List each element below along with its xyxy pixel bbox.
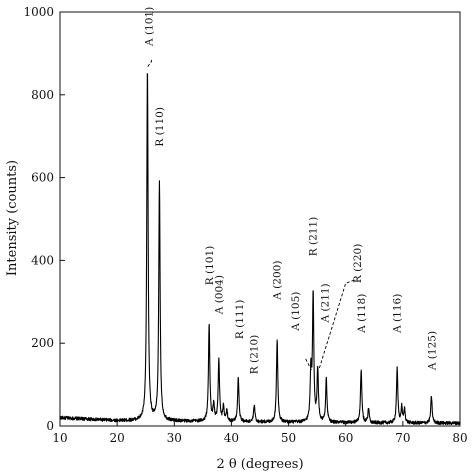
x-tick-label: 70 [395,431,410,445]
x-tick-label: 80 [452,431,467,445]
peak-label: R (111) [234,300,246,339]
x-tick-label: 60 [338,431,353,445]
x-tick-label: 10 [52,431,67,445]
plot-axes [59,11,461,427]
series-group [59,73,461,426]
x-axis-title: 2 θ (degrees) [216,457,303,472]
x-tick-label: 40 [224,431,239,445]
x-tick-label: 50 [281,431,296,445]
y-tick-label: 1000 [23,5,54,19]
peak-label: A (118) [356,294,368,334]
y-tick-label: 800 [31,88,54,102]
y-tick-label: 400 [31,253,54,267]
peak-label: R (110) [154,107,166,146]
x-tick-label: 20 [110,431,125,445]
peak-label: A (101) [144,7,156,47]
peak-label: A (200) [272,261,284,301]
series-line [59,73,461,426]
peak-label: A (125) [426,331,438,371]
peak-label: R (211) [308,217,320,256]
x-tick-label: 30 [167,431,182,445]
peak-label: A (211) [320,283,332,323]
y-tick-label: 600 [31,171,54,185]
peak-label: R (220) [352,244,364,283]
plot-frame [59,11,461,427]
peak-annotations: A (101)R (110)R (101)A (004)R (111)R (21… [144,7,439,374]
peak-label: A (116) [392,294,404,334]
annotation-leader [147,58,152,67]
peak-label: R (101) [204,246,216,285]
y-axis-title: Intensity (counts) [5,160,20,276]
y-tick-label: 0 [46,419,54,433]
peak-label: R (210) [249,335,261,374]
y-tick-label: 200 [31,336,54,350]
peak-label: A (105) [290,292,302,332]
annotation-leader [305,358,312,371]
peak-label: A (004) [213,275,225,315]
annotation-leader [318,278,358,369]
